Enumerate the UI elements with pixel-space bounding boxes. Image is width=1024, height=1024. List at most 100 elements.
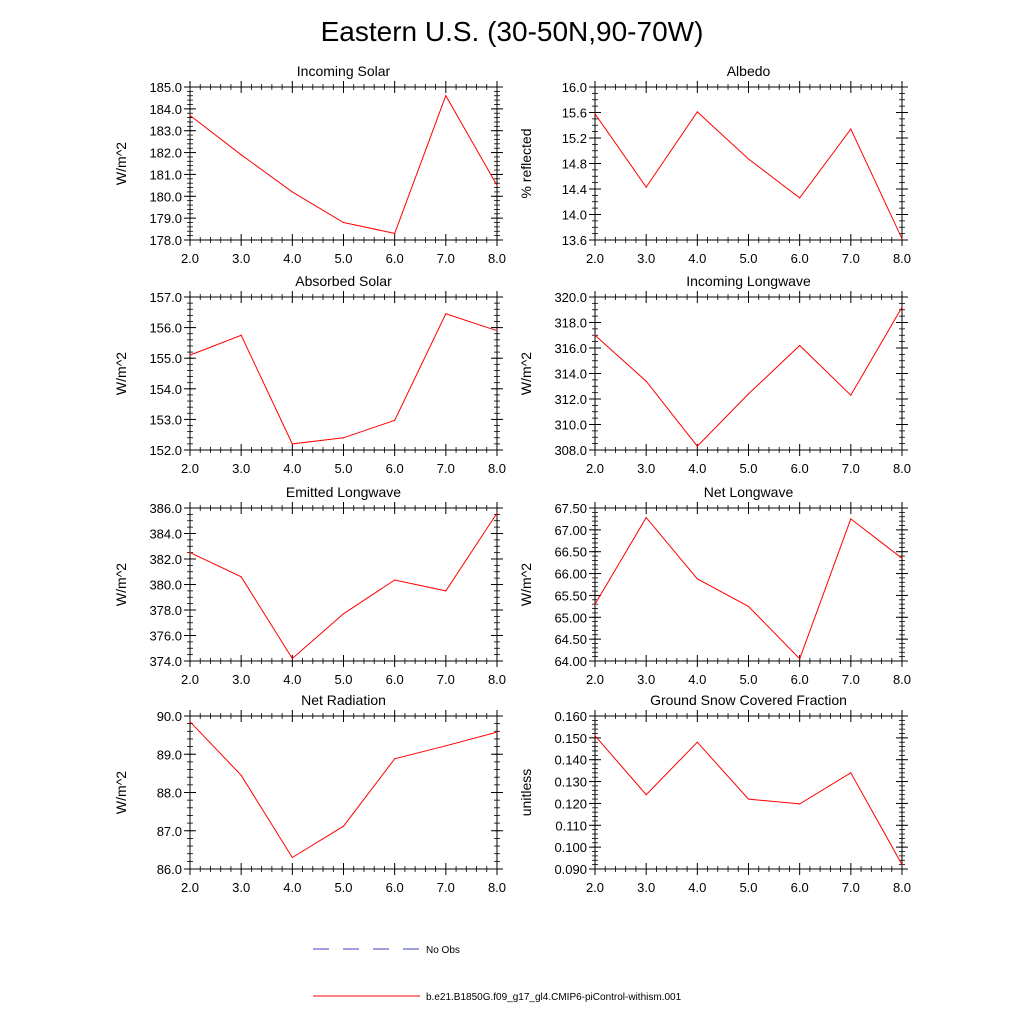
x-tick-label: 7.0: [842, 251, 860, 266]
y-tick-label: 156.0: [149, 321, 182, 336]
figure-canvas: Eastern U.S. (30-50N,90-70W) 178.0 179.0 1…: [0, 0, 1024, 1024]
x-tick-label: 3.0: [232, 461, 250, 476]
data-point: [496, 330, 497, 331]
x-tick-label: 5.0: [739, 251, 757, 266]
y-tick-label: 0.090: [554, 862, 587, 877]
data-point: [697, 742, 698, 743]
x-tick-label: 8.0: [893, 251, 911, 266]
y-tick-label: 0.150: [554, 731, 587, 746]
x-tick-label: 4.0: [283, 880, 301, 895]
data-point: [343, 222, 344, 223]
y-tick-label: 13.6: [562, 233, 587, 248]
y-tick-label: 87.0: [157, 824, 182, 839]
data-point: [292, 658, 293, 659]
panel-title: Net Longwave: [704, 484, 794, 500]
data-point: [343, 613, 344, 614]
y-tick-label: 15.2: [562, 131, 587, 146]
data-point: [292, 443, 293, 444]
y-tick-label: 318.0: [554, 316, 587, 331]
x-tick-label: 8.0: [488, 880, 506, 895]
y-tick-label: 180.0: [149, 189, 182, 204]
panel-title: Incoming Solar: [297, 63, 391, 79]
x-tick-label: 3.0: [232, 880, 250, 895]
y-tick-label: 185.0: [149, 80, 182, 95]
data-point: [850, 772, 851, 773]
data-point: [189, 552, 190, 553]
x-tick-label: 5.0: [334, 880, 352, 895]
data-point: [292, 191, 293, 192]
y-tick-label: 0.120: [554, 796, 587, 811]
x-tick-label: 7.0: [842, 461, 860, 476]
x-tick-label: 7.0: [437, 880, 455, 895]
x-tick-label: 6.0: [386, 251, 404, 266]
y-tick-label: 184.0: [149, 102, 182, 117]
y-tick-label: 374.0: [149, 654, 182, 669]
y-tick-label: 88.0: [157, 786, 182, 801]
data-point: [901, 238, 902, 239]
data-point: [343, 437, 344, 438]
y-tick-label: 14.4: [562, 182, 587, 197]
y-tick-label: 0.100: [554, 840, 587, 855]
x-tick-label: 2.0: [181, 880, 199, 895]
y-tick-label: 157.0: [149, 290, 182, 305]
x-tick-label: 2.0: [586, 461, 604, 476]
y-tick-label: 308.0: [554, 443, 587, 458]
x-tick-label: 7.0: [437, 672, 455, 687]
x-tick-label: 7.0: [437, 461, 455, 476]
data-point: [241, 576, 242, 577]
data-point: [292, 857, 293, 858]
y-tick-label: 382.0: [149, 552, 182, 567]
data-point: [748, 158, 749, 159]
panel-title: Albedo: [727, 63, 771, 79]
y-tick-label: 64.50: [554, 632, 587, 647]
y-tick-label: 89.0: [157, 747, 182, 762]
data-point: [799, 658, 800, 659]
y-tick-label: 378.0: [149, 603, 182, 618]
data-point: [697, 111, 698, 112]
data-point: [496, 513, 497, 514]
data-point: [799, 345, 800, 346]
x-tick-label: 5.0: [334, 251, 352, 266]
y-axis-label: W/m^2: [518, 563, 534, 606]
y-tick-label: 316.0: [554, 341, 587, 356]
x-tick-label: 6.0: [386, 461, 404, 476]
x-tick-label: 4.0: [688, 251, 706, 266]
y-tick-label: 14.0: [562, 208, 587, 223]
y-tick-label: 178.0: [149, 233, 182, 248]
data-point: [445, 590, 446, 591]
panel-title: Emitted Longwave: [286, 484, 401, 500]
x-tick-label: 5.0: [739, 461, 757, 476]
x-tick-label: 3.0: [637, 672, 655, 687]
y-axis-label: unitless: [518, 769, 534, 816]
y-axis-label: W/m^2: [518, 352, 534, 395]
x-tick-label: 6.0: [791, 880, 809, 895]
y-axis-label: W/m^2: [113, 352, 129, 395]
data-point: [799, 197, 800, 198]
figure-title: Eastern U.S. (30-50N,90-70W): [321, 16, 704, 47]
data-point: [850, 395, 851, 396]
data-point: [646, 794, 647, 795]
data-point: [901, 558, 902, 559]
data-point: [445, 313, 446, 314]
y-axis-label: W/m^2: [113, 563, 129, 606]
data-point: [594, 735, 595, 736]
data-point: [445, 95, 446, 96]
data-point: [646, 381, 647, 382]
data-point: [496, 731, 497, 732]
x-tick-label: 4.0: [688, 672, 706, 687]
x-tick-label: 6.0: [386, 880, 404, 895]
data-point: [850, 518, 851, 519]
data-point: [343, 826, 344, 827]
data-point: [241, 775, 242, 776]
data-point: [748, 798, 749, 799]
data-point: [901, 864, 902, 865]
x-tick-label: 5.0: [334, 672, 352, 687]
data-point: [394, 758, 395, 759]
x-tick-label: 2.0: [181, 672, 199, 687]
panel-title: Net Radiation: [301, 692, 386, 708]
y-tick-label: 183.0: [149, 124, 182, 139]
y-tick-label: 179.0: [149, 211, 182, 226]
x-tick-label: 3.0: [637, 251, 655, 266]
y-tick-label: 16.0: [562, 80, 587, 95]
y-tick-label: 384.0: [149, 527, 182, 542]
